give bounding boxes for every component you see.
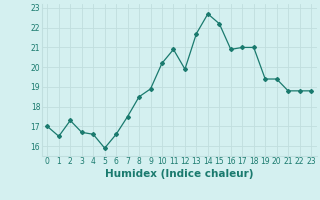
X-axis label: Humidex (Indice chaleur): Humidex (Indice chaleur): [105, 169, 253, 179]
